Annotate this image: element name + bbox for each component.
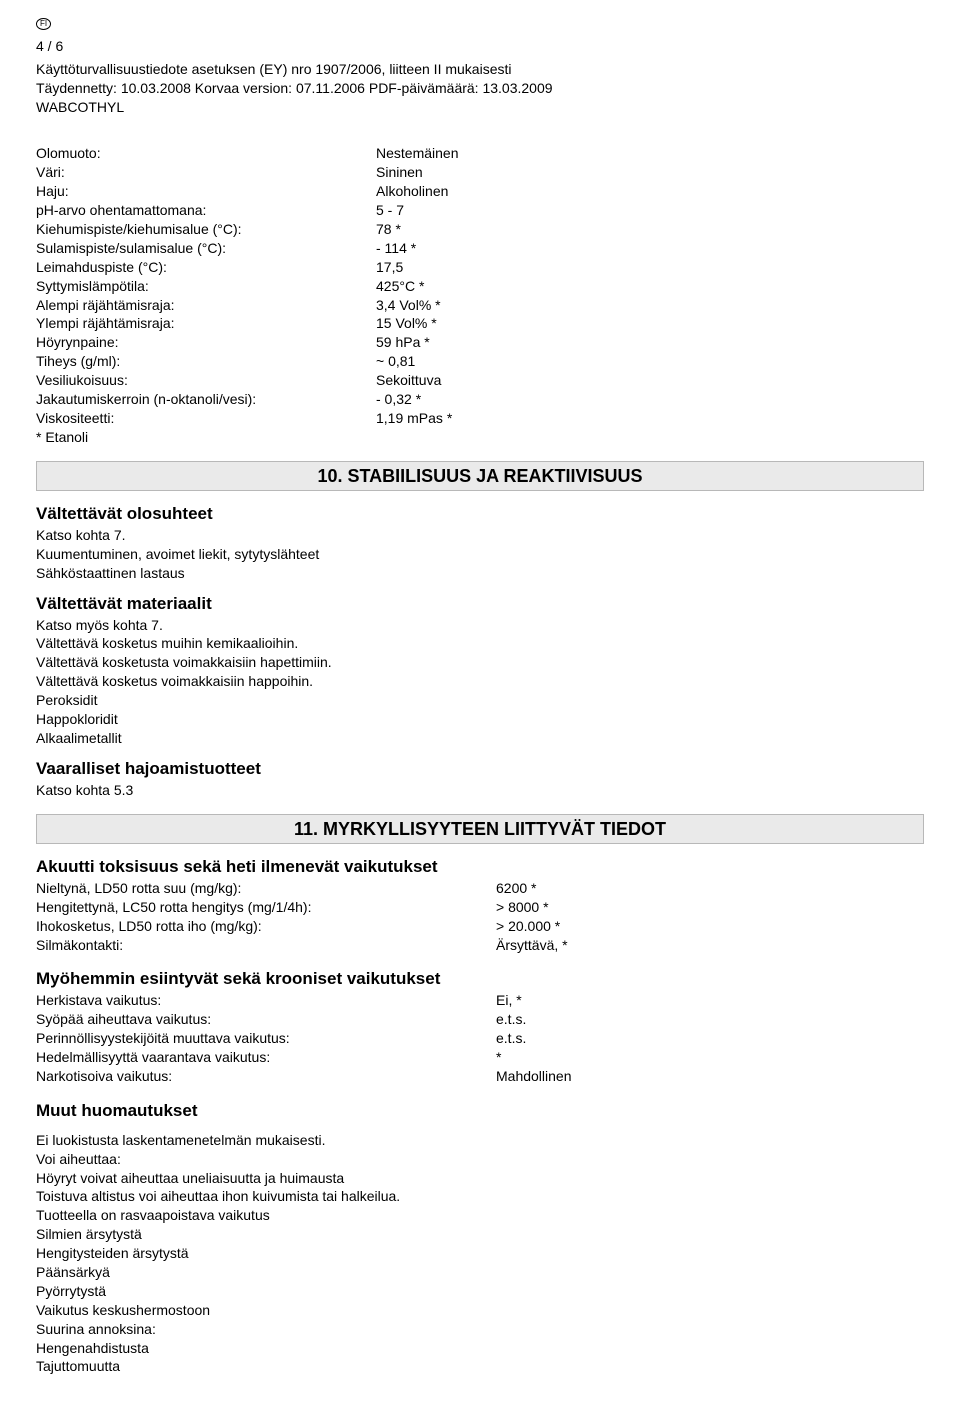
label-silmakontakti: Silmäkontakti: xyxy=(36,936,496,955)
section-10-heading: 10. STABIILISUUS JA REAKTIIVISUUS xyxy=(36,461,924,491)
body-line: Vaikutus keskushermostoon xyxy=(36,1301,924,1320)
value-ph: 5 - 7 xyxy=(376,201,924,220)
label-kiehumis: Kiehumispiste/kiehumisalue (°C): xyxy=(36,220,376,239)
value-nieltyna: 6200 * xyxy=(496,879,924,898)
body-line: Hengitysteiden ärsytystä xyxy=(36,1244,924,1263)
label-sulamis: Sulamispiste/sulamisalue (°C): xyxy=(36,239,376,258)
value-ihokosketus: > 20.000 * xyxy=(496,917,924,936)
label-tiheys: Tiheys (g/ml): xyxy=(36,352,376,371)
section-10-sub3: Vaaralliset hajoamistuotteet Katso kohta… xyxy=(36,758,924,800)
label-ihokosketus: Ihokosketus, LD50 rotta iho (mg/kg): xyxy=(36,917,496,936)
value-sulamis: - 114 * xyxy=(376,239,924,258)
label-ph: pH-arvo ohentamattomana: xyxy=(36,201,376,220)
chronic-effects-block: Myöhemmin esiintyvät sekä krooniset vaik… xyxy=(36,968,924,1085)
sub-heading-notes: Muut huomautukset xyxy=(36,1100,924,1123)
value-syttymis: 425°C * xyxy=(376,277,924,296)
label-syopaa: Syöpää aiheuttava vaikutus: xyxy=(36,1010,496,1029)
header-line-3: WABCOTHYL xyxy=(36,98,924,117)
label-herkistava: Herkistava vaikutus: xyxy=(36,991,496,1010)
label-hoyryn: Höyrynpaine: xyxy=(36,333,376,352)
header-line-2: Täydennetty: 10.03.2008 Korvaa version: … xyxy=(36,79,924,98)
sub-heading-hajoamistuotteet: Vaaralliset hajoamistuotteet xyxy=(36,758,924,781)
body-line: Hengenahdistusta xyxy=(36,1339,924,1358)
label-narkotisoiva: Narkotisoiva vaikutus: xyxy=(36,1067,496,1086)
value-syopaa: e.t.s. xyxy=(496,1010,924,1029)
sub-heading-chronic: Myöhemmin esiintyvät sekä krooniset vaik… xyxy=(36,968,924,991)
body-line: Ei luokistusta laskentamenetelmän mukais… xyxy=(36,1131,924,1150)
value-kiehumis: 78 * xyxy=(376,220,924,239)
value-vari: Sininen xyxy=(376,163,924,182)
body-line: Päänsärkyä xyxy=(36,1263,924,1282)
value-hengitettyna: > 8000 * xyxy=(496,898,924,917)
body-line: Kuumentuminen, avoimet liekit, sytytyslä… xyxy=(36,545,924,564)
body-line: Voi aiheuttaa: xyxy=(36,1150,924,1169)
value-tiheys: ~ 0,81 xyxy=(376,352,924,371)
page-number: 4 / 6 xyxy=(36,37,924,56)
value-perinnollis: e.t.s. xyxy=(496,1029,924,1048)
value-etanoli xyxy=(376,428,924,447)
acute-toxicity-block: Akuutti toksisuus sekä heti ilmenevät va… xyxy=(36,856,924,955)
label-hengitettyna: Hengitettynä, LC50 rotta hengitys (mg/1/… xyxy=(36,898,496,917)
body-line: Vältettävä kosketus voimakkaisiin happoi… xyxy=(36,672,924,691)
value-olomuoto: Nestemäinen xyxy=(376,144,924,163)
section-11-heading: 11. MYRKYLLISYYTEEN LIITTYVÄT TIEDOT xyxy=(36,814,924,844)
body-line: Katso myös kohta 7. xyxy=(36,616,924,635)
body-line: Pyörrytystä xyxy=(36,1282,924,1301)
label-syttymis: Syttymislämpötila: xyxy=(36,277,376,296)
label-vesiliuk: Vesiliukoisuus: xyxy=(36,371,376,390)
label-jakautumis: Jakautumiskerroin (n-oktanoli/vesi): xyxy=(36,390,376,409)
other-notes-block: Muut huomautukset Ei luokistusta laskent… xyxy=(36,1100,924,1377)
body-line: Silmien ärsytystä xyxy=(36,1225,924,1244)
body-line: Vältettävä kosketusta voimakkaisiin hape… xyxy=(36,653,924,672)
label-olomuoto: Olomuoto: xyxy=(36,144,376,163)
section-10-sub1: Vältettävät olosuhteet Katso kohta 7. Ku… xyxy=(36,503,924,583)
value-alempi: 3,4 Vol% * xyxy=(376,296,924,315)
physical-properties: Olomuoto: Nestemäinen Väri: Sininen Haju… xyxy=(36,144,924,446)
label-haju: Haju: xyxy=(36,182,376,201)
label-ylempi: Ylempi räjähtämisraja: xyxy=(36,314,376,333)
label-alempi: Alempi räjähtämisraja: xyxy=(36,296,376,315)
body-line: Tajuttomuutta xyxy=(36,1357,924,1376)
sub-heading-materiaalit: Vältettävät materiaalit xyxy=(36,593,924,616)
value-jakautumis: - 0,32 * xyxy=(376,390,924,409)
body-line: Katso kohta 5.3 xyxy=(36,781,924,800)
body-line: Suurina annoksina: xyxy=(36,1320,924,1339)
value-narkotisoiva: Mahdollinen xyxy=(496,1067,924,1086)
body-line: Toistuva altistus voi aiheuttaa ihon kui… xyxy=(36,1187,924,1206)
section-10-sub2: Vältettävät materiaalit Katso myös kohta… xyxy=(36,593,924,748)
value-hedelmallis: * xyxy=(496,1048,924,1067)
value-vesiliuk: Sekoittuva xyxy=(376,371,924,390)
body-line: Sähköstaattinen lastaus xyxy=(36,564,924,583)
label-vari: Väri: xyxy=(36,163,376,182)
body-line: Katso kohta 7. xyxy=(36,526,924,545)
value-leimahdus: 17,5 xyxy=(376,258,924,277)
label-viskosit: Viskositeetti: xyxy=(36,409,376,428)
label-etanoli: * Etanoli xyxy=(36,428,376,447)
fi-badge: FI xyxy=(36,18,51,30)
sub-heading-olosuhteet: Vältettävät olosuhteet xyxy=(36,503,924,526)
sub-heading-acute: Akuutti toksisuus sekä heti ilmenevät va… xyxy=(36,856,924,879)
label-hedelmallis: Hedelmällisyyttä vaarantava vaikutus: xyxy=(36,1048,496,1067)
label-leimahdus: Leimahduspiste (°C): xyxy=(36,258,376,277)
value-hoyryn: 59 hPa * xyxy=(376,333,924,352)
header-line-1: Käyttöturvallisuustiedote asetuksen (EY)… xyxy=(36,60,924,79)
body-line: Alkaalimetallit xyxy=(36,729,924,748)
value-silmakontakti: Ärsyttävä, * xyxy=(496,936,924,955)
body-line: Tuotteella on rasvaapoistava vaikutus xyxy=(36,1206,924,1225)
label-perinnollis: Perinnöllisyystekijöitä muuttava vaikutu… xyxy=(36,1029,496,1048)
value-ylempi: 15 Vol% * xyxy=(376,314,924,333)
body-line: Peroksidit xyxy=(36,691,924,710)
body-line: Höyryt voivat aiheuttaa uneliaisuutta ja… xyxy=(36,1169,924,1188)
value-viskosit: 1,19 mPas * xyxy=(376,409,924,428)
body-line: Vältettävä kosketus muihin kemikaalioihi… xyxy=(36,634,924,653)
body-line: Happokloridit xyxy=(36,710,924,729)
header-block: FI 4 / 6 Käyttöturvallisuustiedote asetu… xyxy=(36,18,924,116)
label-nieltyna: Nieltynä, LD50 rotta suu (mg/kg): xyxy=(36,879,496,898)
value-herkistava: Ei, * xyxy=(496,991,924,1010)
value-haju: Alkoholinen xyxy=(376,182,924,201)
